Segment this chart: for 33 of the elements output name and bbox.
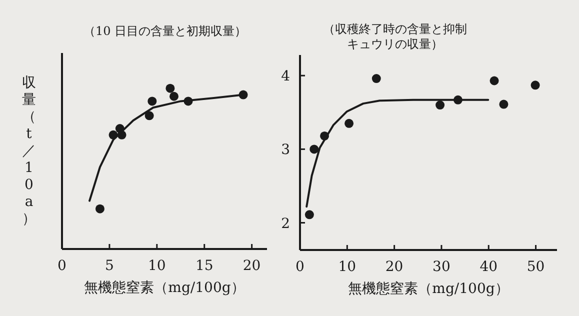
x-tick-label: 10 bbox=[338, 259, 356, 275]
point bbox=[148, 96, 157, 106]
x-tick-label: 20 bbox=[385, 259, 404, 275]
point bbox=[372, 74, 381, 84]
y-tick-label: 2 bbox=[281, 216, 290, 232]
point bbox=[530, 80, 540, 90]
x-tick-label: 40 bbox=[480, 259, 498, 275]
x-tick-label: 15 bbox=[195, 258, 214, 274]
point bbox=[344, 118, 354, 128]
point bbox=[304, 210, 314, 220]
x-tick-label: 50 bbox=[526, 259, 545, 275]
point bbox=[310, 144, 319, 154]
point bbox=[95, 204, 104, 214]
x-axis-title: 無機態窒素（mg/100g） bbox=[83, 279, 246, 297]
chart-title: （収穫終了時の含量と抑制キュウリの収量） bbox=[322, 22, 468, 52]
line-series bbox=[306, 98, 490, 208]
x-tick-label: 0 bbox=[58, 258, 66, 274]
point bbox=[144, 111, 154, 120]
x-tick-label: 5 bbox=[104, 258, 114, 274]
x-tick-label: 30 bbox=[432, 259, 450, 275]
point bbox=[499, 100, 508, 109]
x-tick-label: 10 bbox=[148, 258, 166, 274]
point bbox=[490, 76, 499, 86]
x-axis-title: 無機態窒素（mg/100g） bbox=[347, 280, 510, 298]
y-tick-label: 4 bbox=[281, 68, 290, 85]
point bbox=[166, 84, 175, 93]
chart-title: （10 日目の含量と初期収量） bbox=[82, 24, 248, 39]
text: 収量（t／10a） bbox=[22, 75, 36, 227]
y-tick-label: 3 bbox=[281, 142, 290, 158]
x-tick-label: 0 bbox=[296, 259, 304, 275]
point bbox=[169, 92, 178, 101]
point bbox=[436, 100, 445, 110]
x-tick-label: 20 bbox=[242, 258, 261, 274]
